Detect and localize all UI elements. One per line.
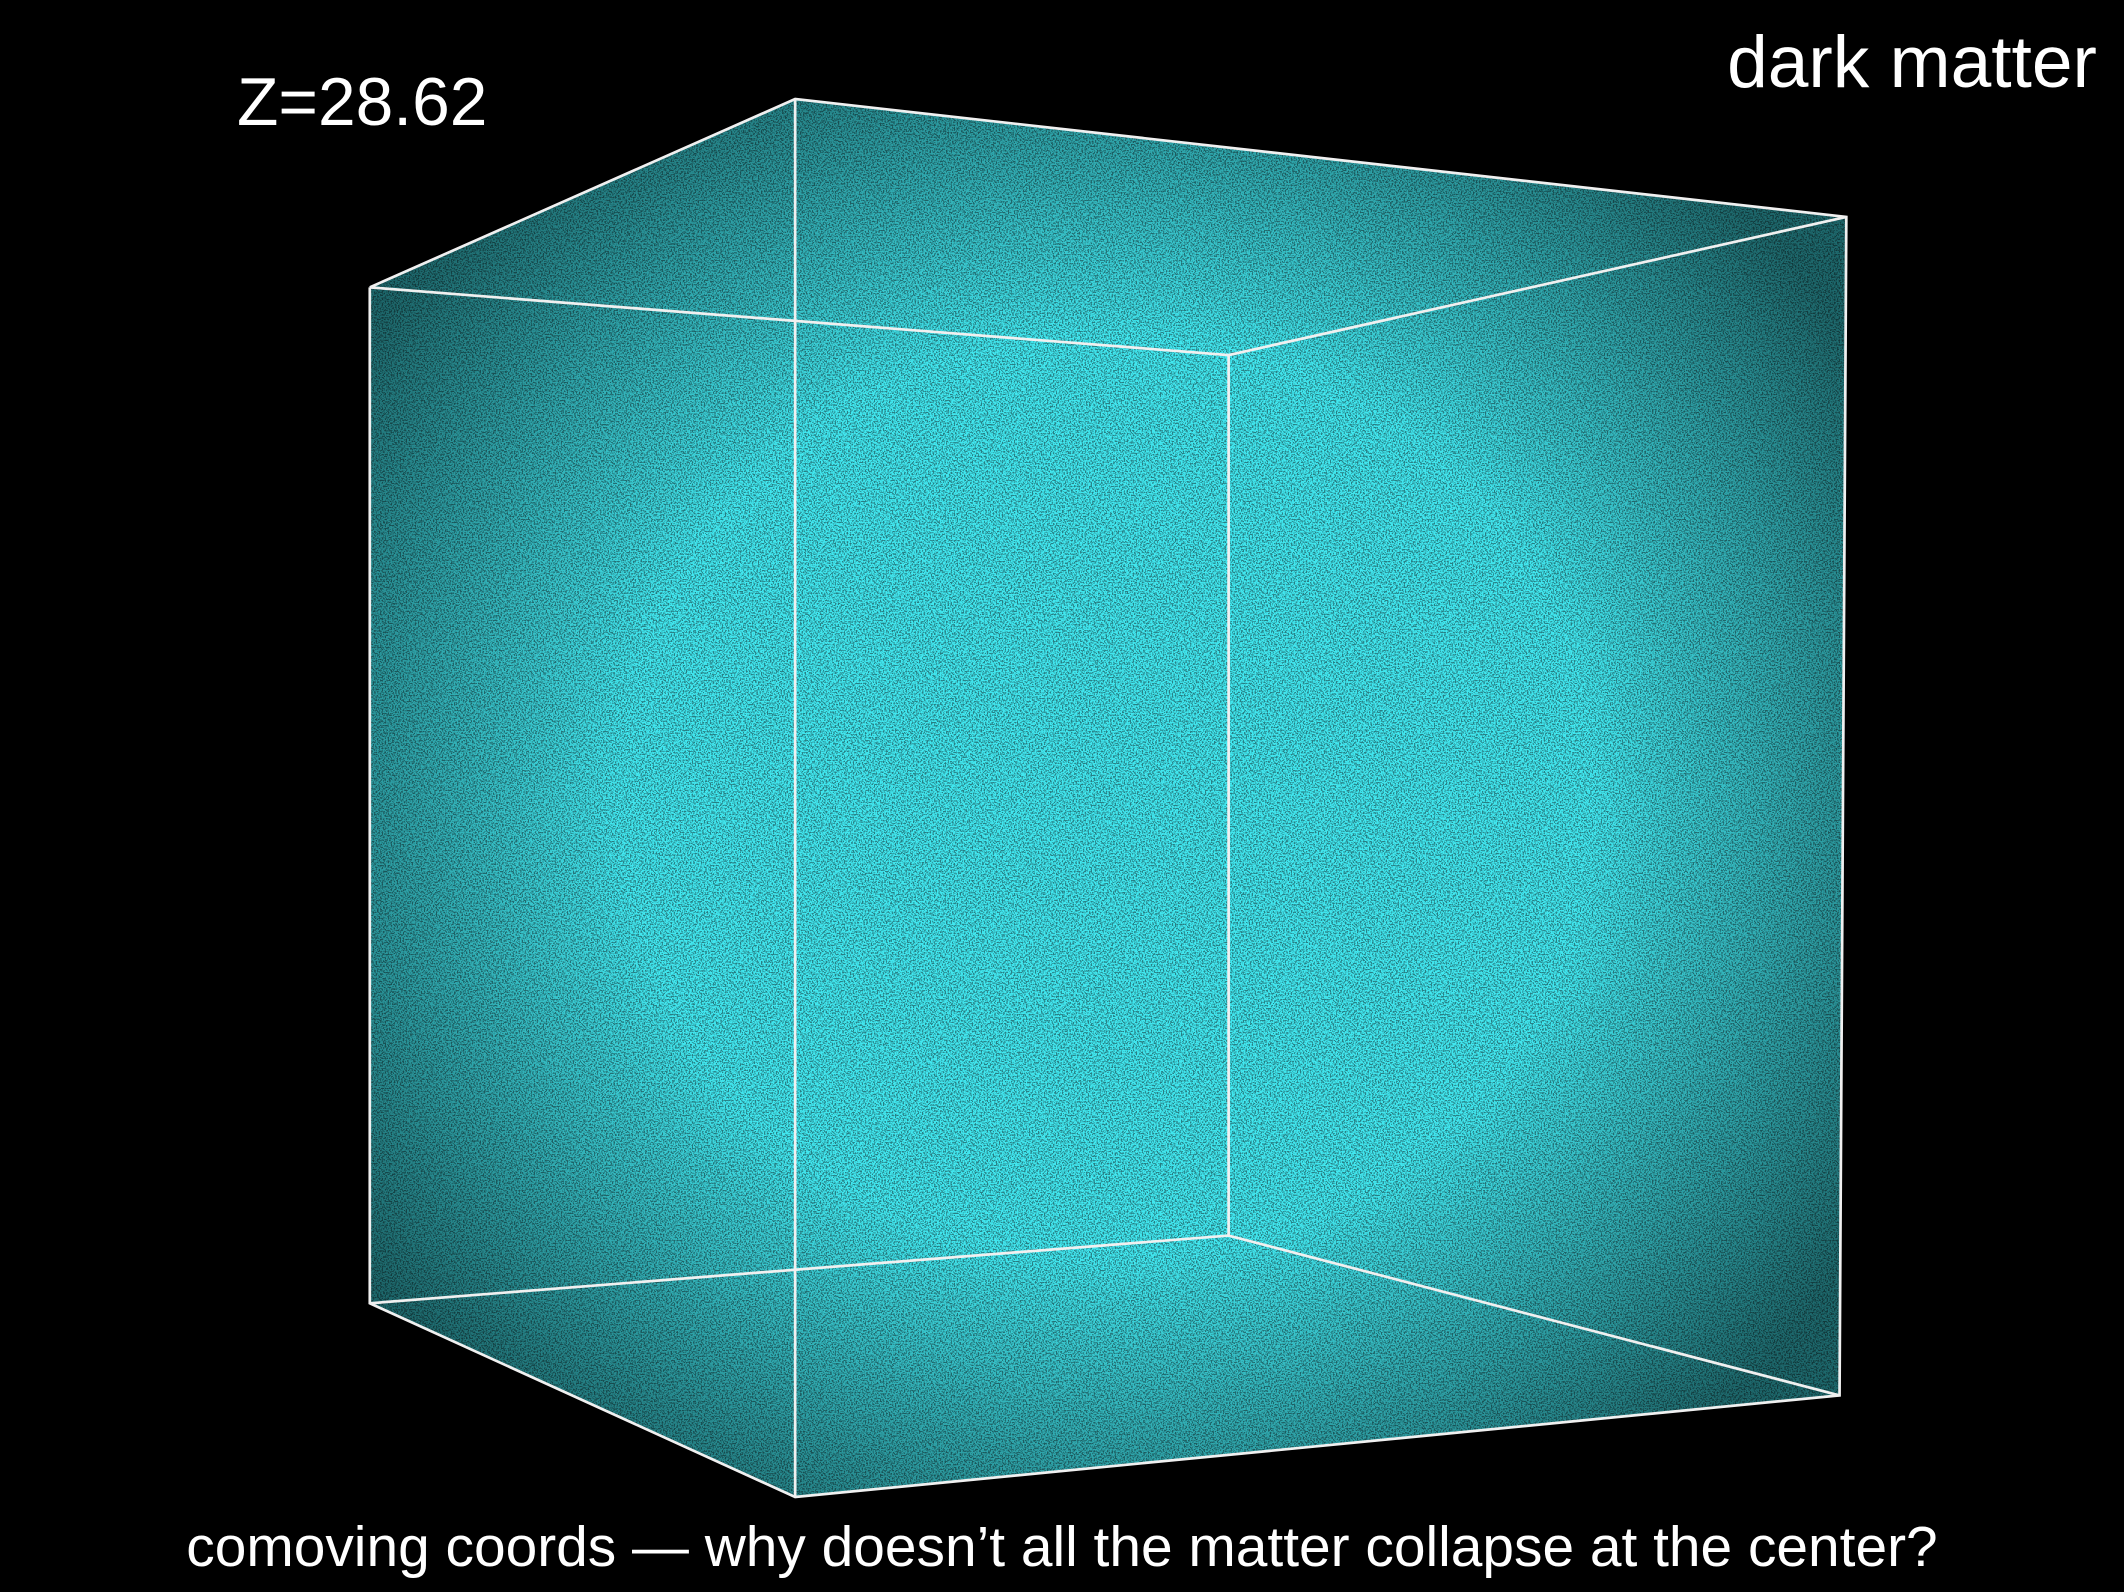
caption: comoving coords — why doesn’t all the ma… xyxy=(186,1515,1937,1579)
particle-cloud xyxy=(370,99,1847,1497)
redshift-label: Z=28.62 xyxy=(237,65,487,140)
slide-title: dark matter xyxy=(1727,22,2097,103)
page: {"label": "Z=28.62", "title": "dark matt… xyxy=(0,0,2124,1592)
slide: Z=28.62 dark matter comoving coords — wh… xyxy=(0,0,2124,1592)
